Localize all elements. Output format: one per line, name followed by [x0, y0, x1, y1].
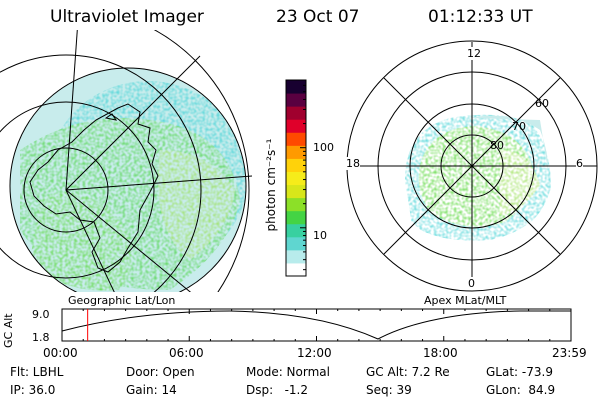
colorbar-frame [285, 79, 307, 277]
colorbar-segment [286, 80, 306, 94]
mlat-label-80: 80 [490, 139, 504, 152]
magnetic-map [346, 40, 598, 292]
altitude-curve [61, 310, 571, 340]
mlt-label-18: 18 [346, 157, 360, 170]
mode-value: Mode: Normal [246, 365, 330, 379]
time-tick-1800: 18:00 [423, 346, 458, 360]
geographic-map [0, 30, 252, 292]
time-tick-0600: 06:00 [169, 346, 204, 360]
meridians [65, 30, 252, 292]
glat-value: GLat: -73.9 [486, 365, 553, 379]
coastline [29, 103, 159, 273]
door-value: Door: Open [126, 365, 195, 379]
left-map-caption: Geographic Lat/Lon [68, 294, 176, 307]
right-map-caption: Apex MLat/MLT [424, 294, 507, 307]
colorbar-segment [286, 184, 306, 199]
colorbar [285, 79, 307, 277]
mlt-lines [347, 42, 597, 290]
mlat-label-70: 70 [512, 120, 526, 133]
altitude-ytick-1-8: 1.8 [32, 331, 50, 344]
ip-value: IP: 36.0 [10, 383, 56, 397]
altitude-ytick-9: 9.0 [32, 308, 50, 321]
filter-value: Flt: LBHL [10, 365, 64, 379]
colorbar-segment [286, 197, 306, 212]
time-tick-1200: 12:00 [297, 346, 332, 360]
colorbar-segment [286, 171, 306, 186]
colorbar-segment [286, 249, 306, 264]
colorbar-segment [286, 145, 306, 159]
dsp-value: Dsp: -1.2 [246, 383, 309, 397]
colorbar-segment [286, 210, 306, 225]
altitude-ylabel: GC Alt [2, 313, 15, 348]
colorbar-segment [286, 119, 306, 133]
colorbar-tick-10: 10 [313, 229, 327, 242]
mlt-label-6: 6 [576, 157, 583, 170]
gc-alt-value: GC Alt: 7.2 Re [366, 365, 450, 379]
colorbar-segment [286, 223, 306, 238]
altitude-plot [61, 308, 572, 342]
latitude-circles [0, 30, 250, 292]
glon-value: GLon: 84.9 [486, 383, 556, 397]
app-title: Ultraviolet Imager [50, 7, 204, 27]
left-auroral-emission [10, 68, 246, 292]
colorbar-segment [286, 262, 306, 277]
colorbar-segment [286, 106, 306, 120]
mlat-label-60: 60 [535, 97, 549, 110]
time-tick-2359: 23:59 [552, 346, 587, 360]
mlt-label-12: 12 [467, 47, 481, 60]
image-time: 01:12:33 UT [428, 7, 533, 27]
mlt-label-0: 0 [468, 277, 475, 290]
left-image-border [9, 67, 247, 292]
colorbar-unit-label: photon cm⁻²s⁻¹ [264, 138, 278, 232]
colorbar-tick-100: 100 [313, 141, 334, 154]
right-auroral-emission [405, 114, 551, 241]
seq-value: Seq: 39 [366, 383, 412, 397]
image-date: 23 Oct 07 [276, 7, 360, 27]
colorbar-segment [286, 236, 306, 251]
gain-value: Gain: 14 [126, 383, 177, 397]
colorbar-segment [286, 132, 306, 146]
colorbar-segment [286, 93, 306, 107]
colorbar-segment [286, 158, 306, 172]
time-tick-0000: 00:00 [43, 346, 78, 360]
